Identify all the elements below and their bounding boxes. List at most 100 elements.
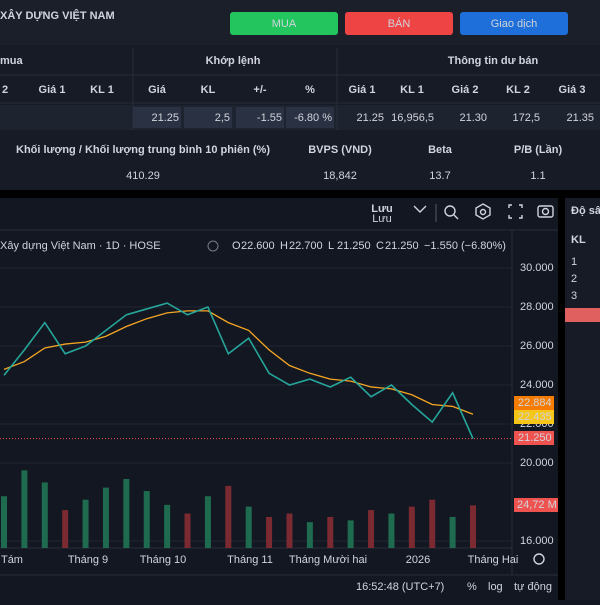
quote-cell: 21.30 — [459, 112, 487, 124]
column-header: % — [305, 84, 315, 96]
chart-toolbar — [0, 198, 558, 230]
column-header: KL 1 — [400, 84, 424, 96]
column-header: KL — [201, 84, 216, 96]
app-title: XÂY DỰNG VIỆT NAM — [0, 9, 115, 22]
ohlc-key: C — [376, 240, 384, 252]
goto-icon — [533, 553, 545, 565]
ohlc-value: 21.250 — [337, 240, 371, 252]
zoom-icon — [444, 205, 456, 217]
save-button: Lưu — [371, 203, 392, 215]
column-header: Giá — [148, 84, 167, 96]
chevron-icon — [413, 205, 427, 213]
group-label: Khớp lệnh — [206, 55, 261, 67]
volume-bar — [102, 487, 109, 548]
time-label: Tháng 10 — [140, 554, 186, 566]
ohlc-key: H — [280, 240, 288, 252]
action-button[interactable] — [345, 12, 453, 35]
volume-bar — [347, 520, 354, 548]
settings-icon — [475, 203, 491, 220]
volume-bar — [62, 510, 69, 548]
volume-bar — [388, 513, 395, 548]
ohlc-value: 22.600 — [241, 240, 275, 252]
camera-icon — [537, 205, 554, 218]
volume-bar — [204, 496, 211, 548]
quote-cell: 21.25 — [356, 112, 384, 124]
action-button[interactable] — [460, 12, 568, 35]
time-label: Tháng 9 — [68, 554, 108, 566]
price-badge — [514, 396, 554, 410]
closes-line — [3, 302, 474, 439]
volume-bar — [123, 479, 130, 548]
stat-label: P/B (Lần) — [514, 144, 563, 156]
time-label: Tháng Mười hai — [289, 554, 367, 566]
column-header: Giá 1 — [349, 84, 376, 96]
stat-label: BVPS (VND) — [308, 144, 372, 156]
volume-bar — [449, 516, 456, 548]
volume-bar — [21, 470, 28, 548]
quote-cell: 21.35 — [566, 112, 594, 124]
log-toggle: log — [488, 581, 503, 593]
volume-bar — [143, 491, 150, 548]
stat-label: Khối lượng / Khối lượng trung bình 10 ph… — [16, 144, 270, 156]
camera-lens — [541, 207, 550, 216]
button-label: BÁN — [388, 17, 411, 30]
chart-legend: Xây dựng Việt Nam · 1D · HOSE — [0, 240, 161, 252]
side-header: KL — [571, 234, 586, 246]
quote-cell: 16,956,5 — [391, 112, 434, 124]
time-label: Tháng Hai — [468, 554, 519, 566]
volume-bar — [368, 510, 375, 548]
stat-value: 1.1 — [530, 170, 545, 182]
group-label: mua — [0, 55, 24, 67]
volume-bar — [41, 482, 48, 548]
button-label: MUA — [272, 18, 297, 30]
quote-cell: 2,5 — [215, 112, 230, 124]
quote-cell: 172,5 — [512, 112, 540, 124]
volume-bar — [184, 513, 191, 548]
column-header: KL 2 — [506, 84, 530, 96]
time-label: g Tám — [0, 554, 23, 566]
quote-cell: -6.80 % — [294, 112, 332, 124]
stat-label: Beta — [428, 144, 453, 156]
time-label: Tháng 11 — [227, 554, 273, 566]
volume-bar — [225, 485, 232, 548]
volume-bar — [266, 516, 273, 548]
price-tick: 26.000 — [520, 340, 554, 352]
price-badge-label: 22.435 — [518, 411, 552, 423]
volume-bar — [164, 504, 171, 548]
cell-bg — [184, 107, 232, 128]
side-bar — [565, 308, 600, 322]
volume-bar — [429, 499, 436, 548]
column-header: Giá 3 — [559, 84, 586, 96]
price-badge — [514, 410, 554, 424]
ohlc-key: L — [328, 240, 334, 252]
time-label: 2026 — [406, 554, 430, 566]
ohlc-change: −1.550 (−6.80%) — [424, 240, 506, 252]
cell-bg — [286, 107, 334, 128]
volume-bar — [82, 499, 89, 548]
quote-cell: -1.55 — [257, 112, 282, 124]
eye-icon — [207, 240, 219, 252]
price-badge-label: 21.250 — [518, 432, 552, 444]
action-button[interactable] — [230, 12, 338, 35]
volume-badge — [514, 498, 558, 512]
price-tick: 30.000 — [520, 262, 554, 274]
price-tick: 28.000 — [520, 301, 554, 313]
price-badge — [514, 431, 554, 445]
column-header: +/- — [253, 84, 266, 96]
column-header: Giá 1 — [39, 84, 66, 96]
volume-bar — [306, 522, 313, 548]
auto-toggle: tự động — [514, 581, 552, 593]
quote-cell: 21.25 — [151, 112, 179, 124]
side-row: 1 — [571, 256, 577, 268]
price-badge-label: 22.884 — [518, 397, 552, 409]
side-panel — [565, 198, 600, 600]
column-header: KL 1 — [90, 84, 114, 96]
column-header: Giá 2 — [452, 84, 479, 96]
separator — [0, 190, 600, 198]
price-tick: 24.000 — [520, 379, 554, 391]
volume-bar — [408, 506, 415, 548]
price-tick: 16.000 — [520, 535, 554, 547]
ohlc-value: 22.700 — [289, 240, 323, 252]
volume-bar — [245, 506, 252, 548]
